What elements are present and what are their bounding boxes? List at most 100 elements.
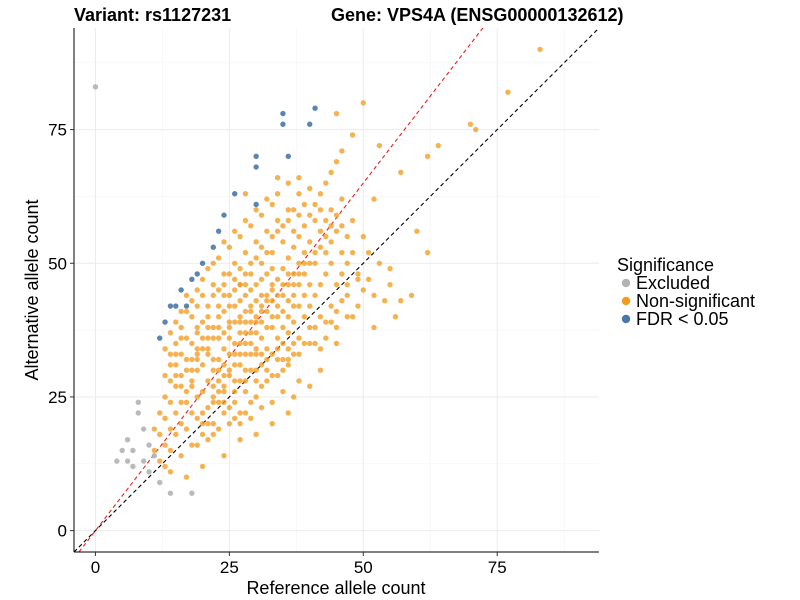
point-non-significant	[349, 132, 356, 138]
point-non-significant	[339, 249, 345, 256]
point-non-significant	[242, 191, 249, 197]
point-non-significant	[253, 255, 259, 261]
point-non-significant	[248, 330, 254, 336]
point-non-significant	[162, 346, 168, 352]
point-non-significant	[194, 442, 200, 448]
reference-lines	[73, 27, 600, 553]
point-non-significant	[258, 383, 265, 389]
y-tick-label: 0	[58, 522, 67, 541]
point-non-significant	[173, 431, 179, 438]
point-excluded	[151, 453, 158, 459]
point-non-significant	[232, 287, 238, 293]
point-non-significant	[349, 314, 356, 320]
point-non-significant	[258, 212, 265, 218]
point-non-significant	[355, 271, 361, 277]
point-non-significant	[226, 324, 233, 331]
point-non-significant	[349, 249, 356, 256]
point-non-significant	[194, 356, 200, 363]
legend-marker-non-significant	[621, 296, 631, 306]
point-non-significant	[167, 378, 174, 384]
point-non-significant	[333, 340, 340, 347]
point-non-significant	[232, 276, 238, 283]
point-non-significant	[290, 244, 297, 250]
point-non-significant	[173, 410, 179, 416]
point-non-significant	[226, 335, 233, 341]
point-non-significant	[237, 410, 243, 416]
point-non-significant	[194, 367, 200, 373]
point-non-significant	[253, 367, 259, 373]
point-fdr	[253, 201, 259, 208]
point-non-significant	[317, 191, 324, 197]
chart-title-variant: Variant: rs1127231	[74, 5, 231, 25]
point-non-significant	[210, 324, 216, 331]
point-non-significant	[232, 388, 238, 395]
point-non-significant	[189, 340, 195, 347]
point-non-significant	[274, 228, 281, 234]
point-non-significant	[323, 233, 329, 240]
point-non-significant	[371, 324, 377, 331]
point-non-significant	[360, 233, 366, 240]
point-non-significant	[317, 367, 324, 373]
point-non-significant	[215, 335, 222, 341]
point-non-significant	[296, 212, 302, 218]
point-non-significant	[205, 437, 211, 443]
point-non-significant	[167, 426, 174, 432]
point-non-significant	[215, 287, 222, 293]
point-non-significant	[232, 399, 238, 405]
point-non-significant	[237, 297, 243, 304]
point-non-significant	[296, 260, 302, 266]
point-non-significant	[264, 378, 270, 384]
point-excluded	[140, 458, 147, 464]
point-non-significant	[189, 314, 195, 320]
grid	[74, 28, 599, 552]
point-non-significant	[365, 249, 372, 256]
point-non-significant	[178, 372, 184, 379]
point-non-significant	[183, 399, 190, 405]
point-non-significant	[392, 314, 399, 320]
point-non-significant	[269, 281, 275, 288]
point-non-significant	[173, 383, 179, 389]
point-fdr	[210, 244, 216, 250]
point-fdr	[157, 335, 163, 341]
point-non-significant	[258, 260, 265, 266]
point-non-significant	[307, 212, 313, 218]
point-non-significant	[258, 335, 265, 341]
point-non-significant	[226, 319, 233, 325]
point-non-significant	[280, 324, 286, 331]
point-non-significant	[398, 169, 404, 176]
point-non-significant	[307, 260, 313, 266]
point-non-significant	[173, 340, 179, 347]
point-non-significant	[183, 474, 190, 480]
point-excluded	[135, 410, 141, 416]
point-non-significant	[258, 292, 265, 299]
point-non-significant	[199, 346, 206, 352]
point-non-significant	[258, 303, 265, 309]
point-non-significant	[414, 228, 420, 234]
point-non-significant	[264, 297, 270, 304]
point-non-significant	[215, 303, 222, 309]
point-non-significant	[242, 308, 249, 315]
point-excluded	[189, 490, 195, 496]
point-non-significant	[189, 367, 195, 373]
point-non-significant	[221, 271, 227, 277]
point-non-significant	[210, 335, 216, 341]
point-non-significant	[333, 324, 340, 331]
point-non-significant	[317, 228, 324, 234]
point-non-significant	[296, 191, 302, 197]
point-non-significant	[323, 271, 329, 277]
point-non-significant	[232, 362, 238, 368]
point-non-significant	[226, 244, 233, 250]
point-non-significant	[328, 207, 334, 213]
point-non-significant	[205, 324, 211, 331]
point-non-significant	[253, 319, 259, 325]
legend-label-non-significant: Non-significant	[636, 291, 755, 311]
point-non-significant	[301, 292, 308, 299]
point-non-significant	[296, 233, 302, 240]
point-non-significant	[232, 340, 238, 347]
point-non-significant	[162, 442, 168, 448]
point-non-significant	[264, 324, 270, 331]
point-non-significant	[221, 388, 227, 395]
point-non-significant	[328, 169, 334, 176]
point-non-significant	[242, 340, 249, 347]
point-fdr	[253, 153, 259, 160]
